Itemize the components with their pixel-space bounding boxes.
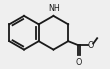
Text: O: O: [76, 58, 82, 67]
Text: NH: NH: [49, 4, 60, 13]
Text: O: O: [88, 41, 94, 50]
